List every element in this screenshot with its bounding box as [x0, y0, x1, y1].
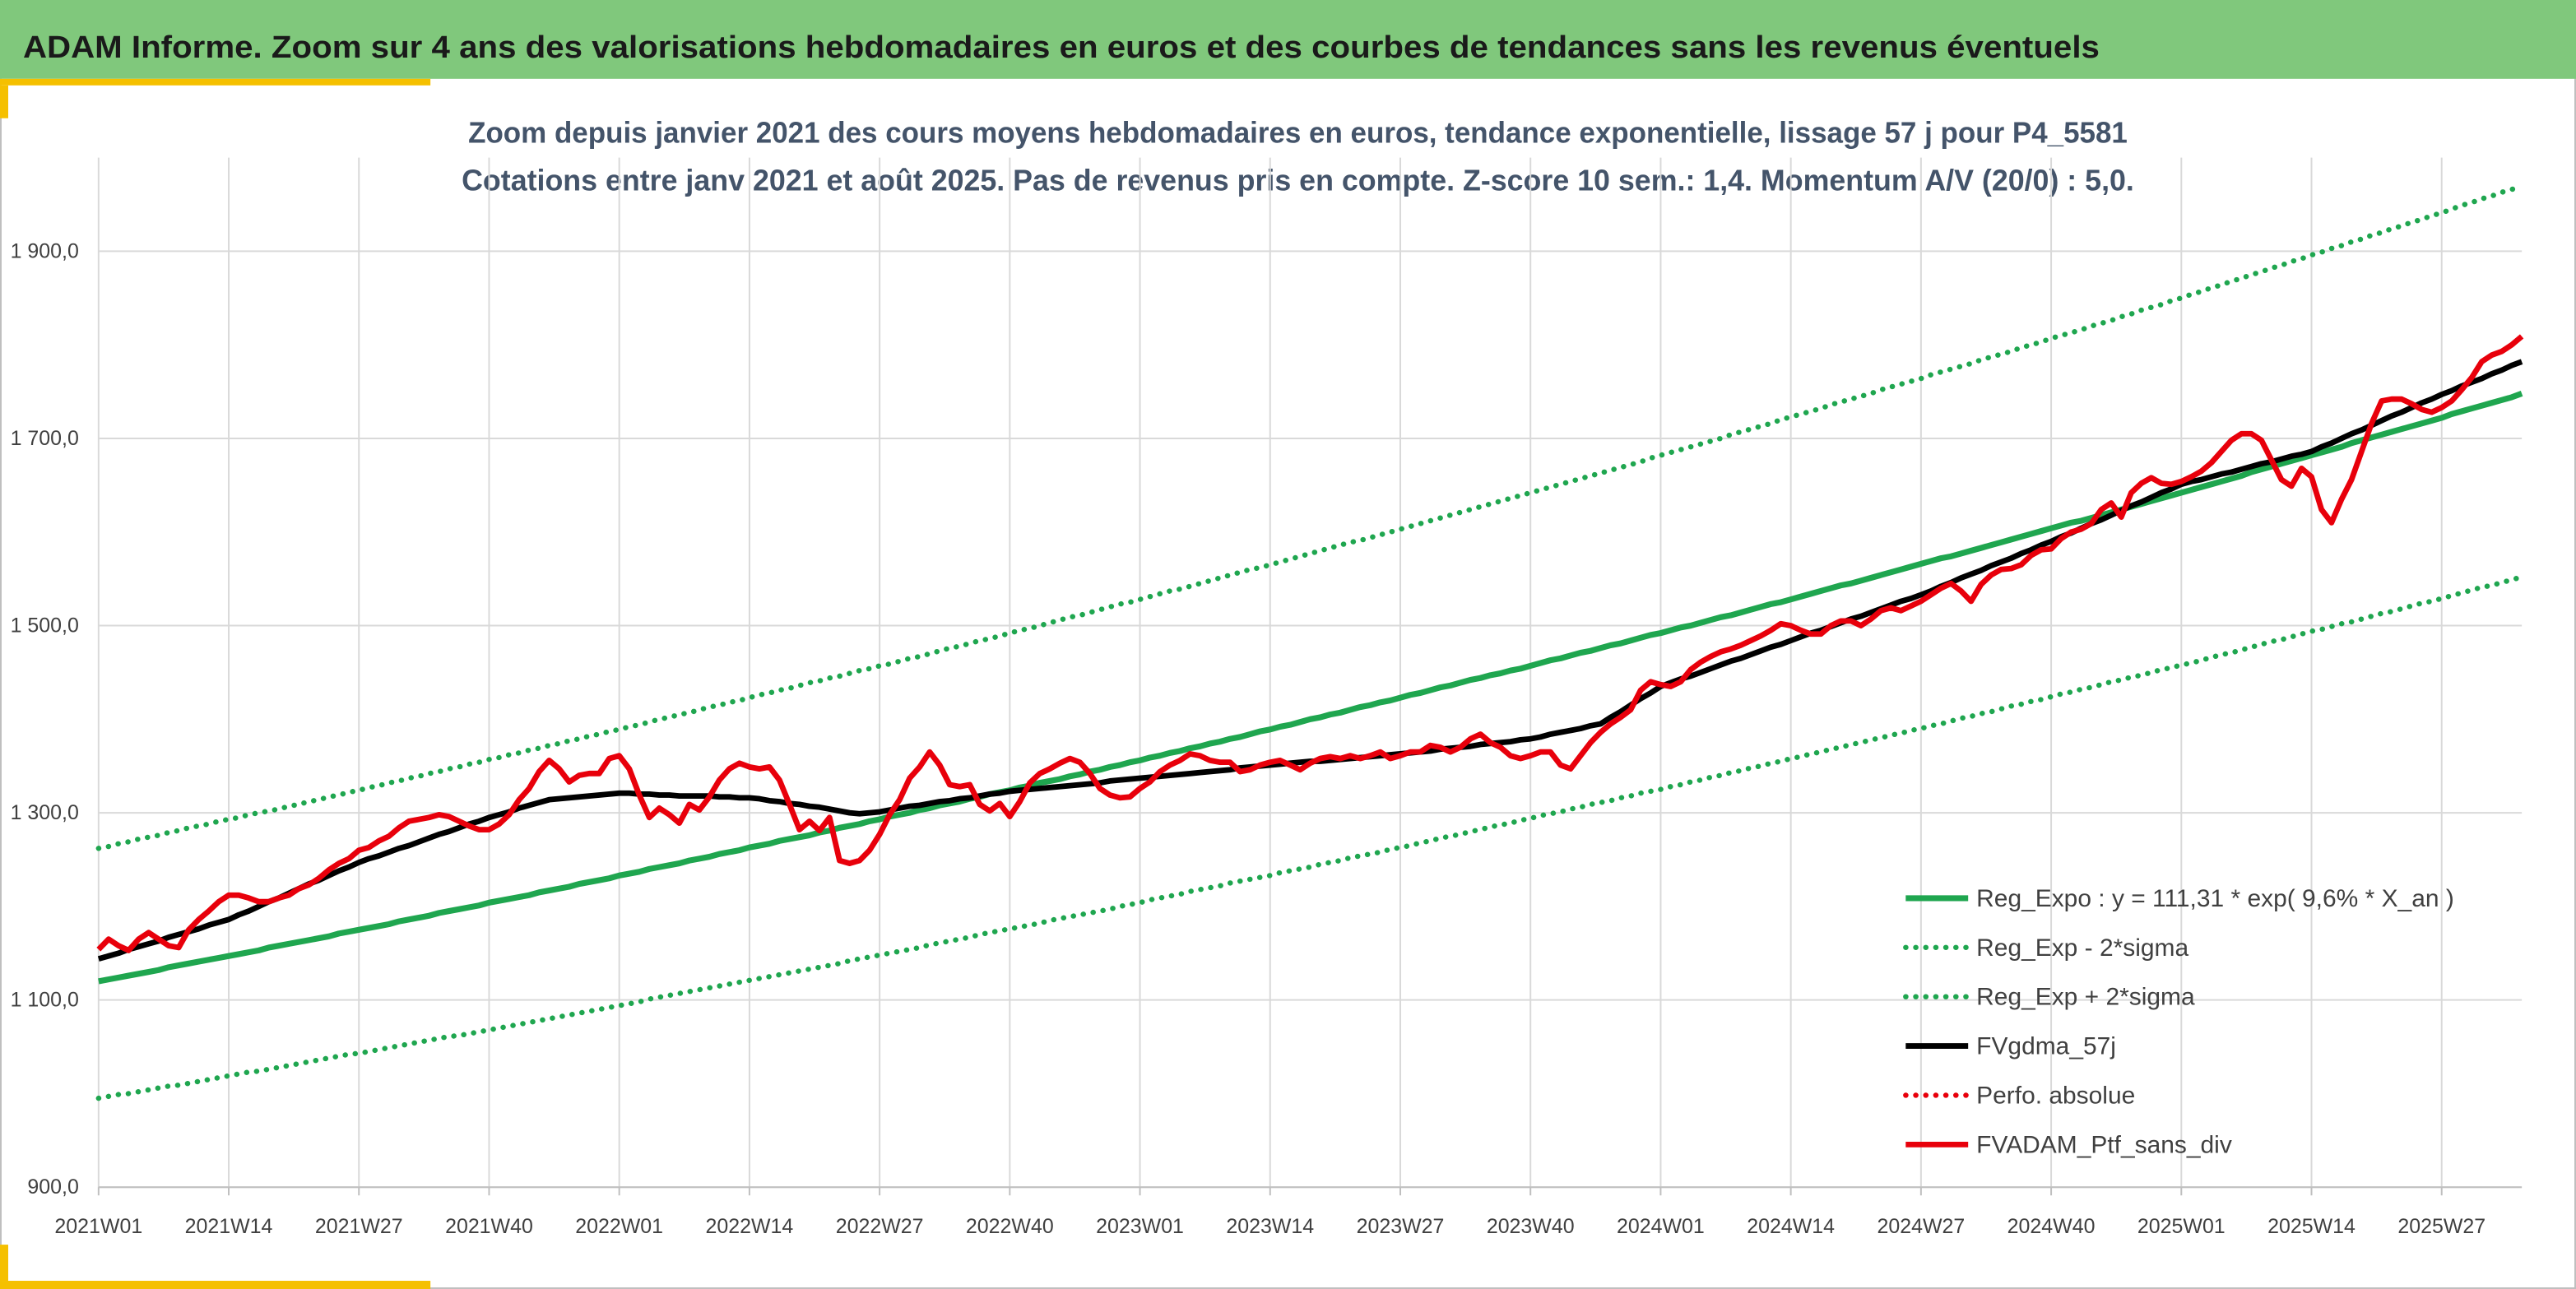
- x-tick-label: 2022W27: [836, 1215, 924, 1238]
- accent: [0, 1245, 8, 1282]
- legend-label: Reg_Exp - 2*sigma: [1976, 934, 2188, 962]
- chart-subtitle: Cotations entre janv 2021 et août 2025. …: [462, 164, 2134, 197]
- x-tick-label: 2025W27: [2397, 1215, 2485, 1238]
- grid: 900,0 1 100,0 1 300,0 1 500,0 1 700,0 1 900,0…: [11, 157, 2523, 1238]
- x-tick-label: 2022W14: [706, 1215, 794, 1238]
- legend-label: FVgdma_57j: [1976, 1033, 2116, 1060]
- x-tick-label: 2021W01: [54, 1215, 142, 1238]
- legend-label: Reg_Exp + 2*sigma: [1976, 984, 2195, 1011]
- x-tick-label: 2021W27: [315, 1215, 403, 1238]
- header-bar: [0, 0, 2576, 79]
- x-tick-label: 2023W14: [1226, 1215, 1314, 1238]
- y-tick-label: 1 900,0: [11, 239, 79, 262]
- accent: [0, 78, 431, 86]
- accent: [0, 1281, 431, 1289]
- x-tick-label: 2025W01: [2137, 1215, 2226, 1238]
- x-tick-label: 2024W01: [1617, 1215, 1705, 1238]
- x-tick-label: 2024W40: [2007, 1215, 2096, 1238]
- y-tick-label: 1 300,0: [11, 801, 79, 824]
- x-tick-label: 2024W14: [1747, 1215, 1835, 1238]
- header-title: ADAM Informe. Zoom sur 4 ans des valoris…: [23, 30, 2100, 65]
- legend-label: Perfo. absolue: [1976, 1082, 2135, 1109]
- y-tick-label: 1 100,0: [11, 989, 79, 1012]
- x-tick-label: 2024W27: [1877, 1215, 1965, 1238]
- plot: [95, 183, 2525, 1101]
- series-line: [95, 574, 2525, 1101]
- legend: Reg_Expo : y = 111,31 * exp( 9,6% * X_an…: [1903, 885, 2454, 1158]
- x-tick-label: 2023W27: [1357, 1215, 1445, 1238]
- y-tick-label: 1 700,0: [11, 427, 79, 450]
- x-tick-label: 2021W14: [185, 1215, 273, 1238]
- x-tick-label: 2022W40: [966, 1215, 1054, 1238]
- legend-label: Reg_Expo : y = 111,31 * exp( 9,6% * X_an…: [1976, 885, 2454, 912]
- x-tick-label: 2023W40: [1487, 1215, 1575, 1238]
- series-line: [96, 334, 2524, 953]
- y-tick-label: 1 500,0: [11, 614, 79, 638]
- x-tick-label: 2025W14: [2267, 1215, 2356, 1238]
- x-tick-label: 2021W40: [445, 1215, 533, 1238]
- x-tick-label: 2023W01: [1096, 1215, 1184, 1238]
- legend-label: FVADAM_Ptf_sans_div: [1976, 1131, 2232, 1158]
- accent: [0, 85, 8, 118]
- x-tick-label: 2022W01: [575, 1215, 663, 1238]
- chart-title: Zoom depuis janvier 2021 des cours moyen…: [468, 116, 2128, 150]
- y-tick-label: 900,0: [27, 1175, 78, 1199]
